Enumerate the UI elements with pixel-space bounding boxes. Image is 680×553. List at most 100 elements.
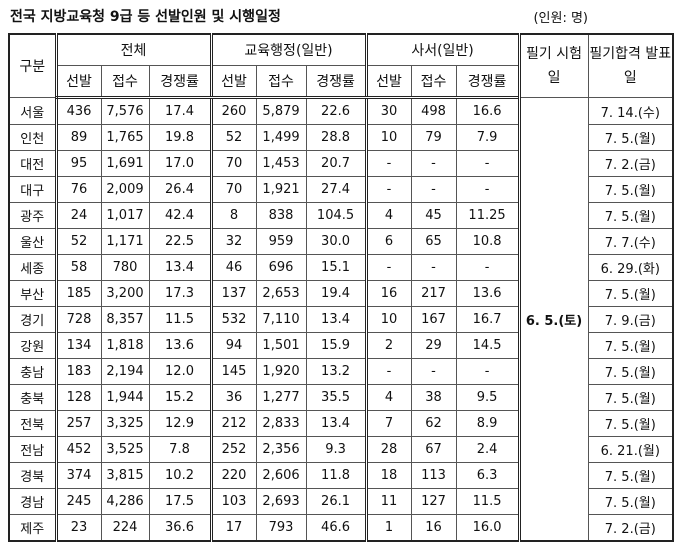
table-row: 전북 257 3,325 12.9 212 2,833 13.4 7 62 8.9 7. 5.(월)	[8, 410, 674, 437]
data-cell: 4	[364, 202, 412, 229]
data-cell: 7. 5.(월)	[587, 202, 674, 229]
data-cell: 38	[410, 384, 457, 411]
table-row: 인천 89 1,765 19.8 52 1,499 28.8 10 79 7.9 7. 5.(월)	[8, 124, 674, 151]
data-cell: 134	[54, 332, 102, 359]
data-cell: 7,110	[255, 306, 307, 333]
sub-header-cell: 경쟁률	[148, 65, 212, 99]
data-cell: 220	[209, 462, 257, 489]
data-cell: 959	[255, 228, 307, 255]
data-cell: 1,453	[255, 150, 307, 177]
table-row: 충남 183 2,194 12.0 145 1,920 13.2- - -7. 5.(월)	[8, 358, 674, 385]
data-cell: 7.8	[148, 436, 212, 463]
schedule-table: 구분 전체 교육행정(일반) 사서(일반) 필기 시험일 필기합격 발표일 선발…	[8, 33, 675, 542]
data-cell: 52	[54, 228, 102, 255]
data-cell: 793	[255, 514, 307, 542]
data-cell: 15.1	[305, 254, 367, 281]
data-cell: 3,200	[100, 280, 150, 307]
data-cell: 32	[209, 228, 257, 255]
data-cell: 5,879	[255, 97, 307, 125]
data-cell: 103	[209, 488, 257, 515]
data-cell: -	[364, 358, 412, 385]
data-cell: 780	[100, 254, 150, 281]
data-cell: 9.5	[455, 384, 520, 411]
region-cell: 전북	[8, 410, 57, 437]
data-cell: 260	[209, 97, 257, 125]
data-cell: 6.3	[455, 462, 520, 489]
data-cell: 30.0	[305, 228, 367, 255]
data-cell: 65	[410, 228, 457, 255]
data-cell: 10.8	[455, 228, 520, 255]
data-cell: 1,691	[100, 150, 150, 177]
data-cell: 252	[209, 436, 257, 463]
header-cell: 교육행정(일반)	[209, 33, 367, 66]
data-cell: 7. 2.(금)	[587, 514, 674, 542]
data-cell: 2,194	[100, 358, 150, 385]
data-cell: 217	[410, 280, 457, 307]
data-cell: 245	[54, 488, 102, 515]
data-cell: 58	[54, 254, 102, 281]
unit-note: (인원: 명)	[533, 11, 588, 26]
data-cell: 2,693	[255, 488, 307, 515]
data-cell: 17.0	[148, 150, 212, 177]
header-cell: 사서(일반)	[364, 33, 520, 66]
table-row: 경남 245 4,286 17.5 103 2,693 26.1 11 127 11.5 7. 5.…	[8, 488, 674, 515]
header-row: 구분 전체 교육행정(일반) 사서(일반) 필기 시험일 필기합격 발표일	[8, 33, 674, 98]
region-cell: 대구	[8, 176, 57, 203]
data-cell: 70	[209, 176, 257, 203]
data-cell: 27.4	[305, 176, 367, 203]
data-cell: 2,356	[255, 436, 307, 463]
data-cell: 13.2	[305, 358, 367, 385]
data-cell: 374	[54, 462, 102, 489]
data-cell: 6	[364, 228, 412, 255]
sub-header-cell: 접수	[255, 65, 307, 99]
data-cell: 13.6	[455, 280, 520, 307]
data-cell: 224	[100, 514, 150, 542]
data-cell: 128	[54, 384, 102, 411]
header-cell: 필기 시험일	[517, 33, 589, 98]
region-cell: 강원	[8, 332, 57, 359]
data-cell: 145	[209, 358, 257, 385]
data-cell: 1,277	[255, 384, 307, 411]
data-cell: 29	[410, 332, 457, 359]
data-cell: 3,325	[100, 410, 150, 437]
sub-header-cell: 선발	[364, 65, 412, 99]
data-cell: 11.25	[455, 202, 520, 229]
region-cell: 경기	[8, 306, 57, 333]
header-row: 선발 접수 경쟁률 선발 접수 경쟁률 선발 접수 경쟁률	[9, 65, 673, 99]
data-cell: 7	[364, 410, 412, 437]
data-cell: 16.7	[455, 306, 520, 333]
table-row: 대구 76 2,009 26.4 70 1,921 27.4- - -7. 5.(월)	[8, 176, 674, 203]
data-cell: 7. 5.(월)	[587, 358, 674, 385]
data-cell: 3,525	[100, 436, 150, 463]
data-cell: 10	[364, 124, 412, 151]
data-cell: 452	[54, 436, 102, 463]
data-cell: 2,833	[255, 410, 307, 437]
sub-header-cell: 접수	[100, 65, 150, 99]
region-cell: 인천	[8, 124, 57, 151]
data-cell: 7. 5.(월)	[587, 124, 674, 151]
data-cell: 16.6	[455, 97, 520, 125]
table-row: 세종 58 780 13.4 46 696 15.1- - -6. 29.(화)	[8, 254, 674, 281]
data-cell: 6. 21.(월)	[587, 436, 674, 463]
data-cell: 7. 7.(수)	[587, 228, 674, 255]
data-cell: -	[410, 254, 457, 281]
data-cell: 8,357	[100, 306, 150, 333]
data-cell: 1,017	[100, 202, 150, 229]
exam-date-cell: 6. 5.(토)	[517, 97, 589, 542]
region-cell: 대전	[8, 150, 57, 177]
data-cell: 19.4	[305, 280, 367, 307]
data-cell: 94	[209, 332, 257, 359]
data-cell: 11.5	[148, 306, 212, 333]
data-cell: 1,818	[100, 332, 150, 359]
data-cell: 30	[364, 97, 412, 125]
data-cell: 12.0	[148, 358, 212, 385]
data-cell: 1,921	[255, 176, 307, 203]
data-cell: 7. 5.(월)	[587, 410, 674, 437]
sub-header-cell: 선발	[54, 65, 102, 99]
data-cell: 498	[410, 97, 457, 125]
data-cell: -	[364, 150, 412, 177]
data-cell: -	[455, 254, 520, 281]
data-cell: 6. 29.(화)	[587, 254, 674, 281]
data-cell: 16.0	[455, 514, 520, 542]
